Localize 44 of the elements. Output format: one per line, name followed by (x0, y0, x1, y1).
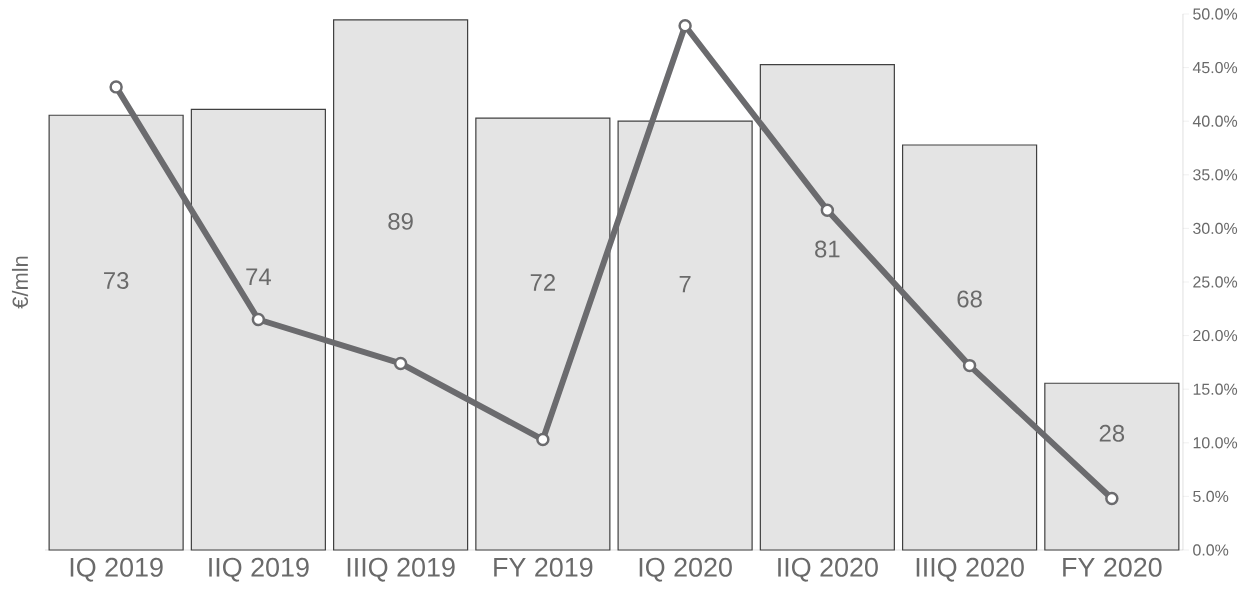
data-label: 73 (104, 272, 129, 289)
data-label: 74 (246, 268, 271, 285)
bar (333, 19, 469, 551)
point (820, 203, 835, 217)
x-tick-label: IQ 2019 (70, 557, 163, 582)
y2-tick-label: 40.0% (1192, 115, 1238, 127)
x-tick-label: IIQ 2020 (778, 557, 878, 582)
x-tick-label: FY 2019 (494, 557, 593, 577)
x-tick-label: FY 2020 (1063, 557, 1162, 577)
x-tick-label: IQ 2020 (639, 557, 732, 582)
annotation: 7 (679, 275, 691, 293)
y2-tick-label: 50.0% (1193, 8, 1238, 20)
bar (901, 144, 1038, 551)
y2-tick-label: 35.0% (1193, 169, 1238, 181)
x-tick-label: IIQ 2019 (209, 557, 309, 582)
point (393, 356, 408, 371)
data-label: 89 (388, 212, 413, 230)
bar (475, 117, 611, 551)
y2-tick-label: 10.0% (1193, 437, 1238, 449)
bar (617, 120, 753, 551)
data-label: 68 (957, 290, 982, 308)
data-label: 28 (1099, 424, 1125, 442)
bar (48, 114, 184, 551)
y2-tick-label: 5.0% (1193, 490, 1229, 503)
y-axis-title: €/mln (11, 256, 29, 309)
y2-tick-label: 30.0% (1193, 222, 1238, 235)
y2-tick-label: 20.0% (1193, 329, 1238, 342)
point (1105, 491, 1119, 506)
y2-tick-label: 0.0% (1193, 544, 1229, 556)
bar (190, 108, 326, 551)
x-tick-label: IIIQ 2020 (916, 557, 1024, 582)
y2-tick-label: 25.0% (1193, 276, 1238, 288)
point (536, 432, 550, 447)
x-tick-label: IIIQ 2019 (347, 557, 455, 582)
y2-tick-label: 45.0% (1192, 61, 1238, 74)
point (109, 80, 123, 94)
point (678, 19, 692, 33)
bar (759, 64, 895, 551)
point (251, 312, 266, 327)
point (962, 358, 977, 373)
bar (1044, 382, 1180, 551)
data-label: 81 (815, 240, 840, 258)
y2-tick-label: 15.0% (1193, 383, 1238, 395)
data-label: 72 (530, 273, 555, 291)
